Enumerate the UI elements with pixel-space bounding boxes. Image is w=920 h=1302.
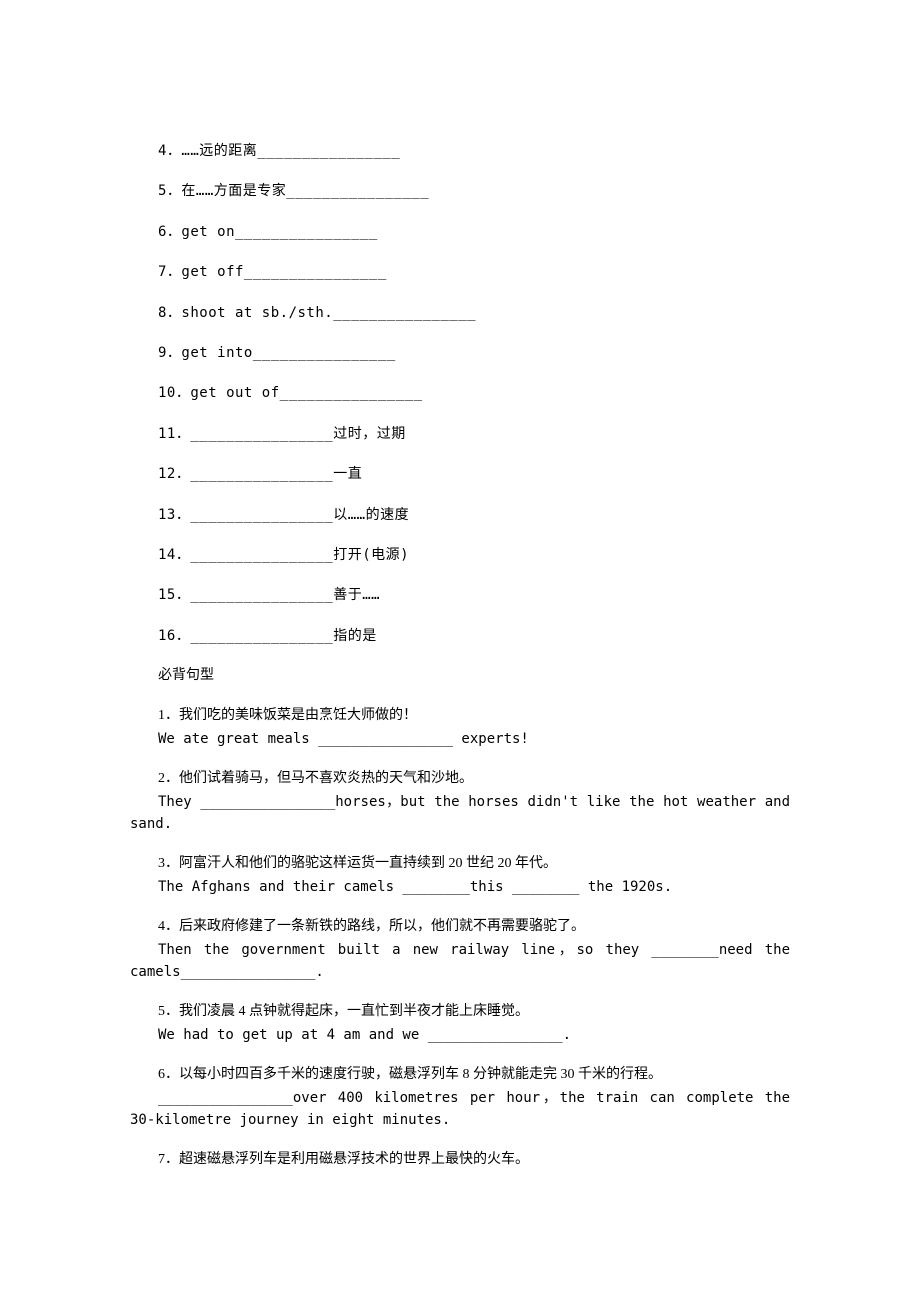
phrase-item: 16．________________指的是 — [130, 625, 790, 647]
sentence-cn: 3．阿富汗人和他们的骆驼这样运货一直持续到 20 世纪 20 年代。 — [130, 853, 790, 875]
phrase-item: 4．……远的距离________________ — [130, 140, 790, 162]
sentence-cn: 4．后来政府修建了一条新铁的路线，所以，他们就不再需要骆驼了。 — [130, 916, 790, 938]
sentence-en: Then the government built a new railway … — [130, 939, 790, 961]
sentence-en: We had to get up at 4 am and we ________… — [130, 1024, 790, 1046]
sentence-en: The Afghans and their camels ________thi… — [130, 876, 790, 898]
phrase-item: 15．________________善于…… — [130, 584, 790, 606]
phrase-item: 8．shoot at sb./sth.________________ — [130, 302, 790, 324]
sentence-block: 5．我们凌晨 4 点钟就得起床，一直忙到半夜才能上床睡觉。We had to g… — [130, 1001, 790, 1046]
phrase-item: 13．________________以……的速度 — [130, 504, 790, 526]
phrase-item: 6．get on________________ — [130, 221, 790, 243]
sentence-cn: 7．超速磁悬浮列车是利用磁悬浮技术的世界上最快的火车。 — [130, 1149, 790, 1171]
sentence-en: They ________________horses，but the hors… — [130, 791, 790, 813]
sentence-cn: 2．他们试着骑马，但马不喜欢炎热的天气和沙地。 — [130, 768, 790, 790]
phrase-item: 5．在……方面是专家________________ — [130, 180, 790, 202]
sentence-block: 3．阿富汗人和他们的骆驼这样运货一直持续到 20 世纪 20 年代。The Af… — [130, 853, 790, 898]
phrase-item: 7．get off________________ — [130, 261, 790, 283]
sentence-block: 6．以每小时四百多千米的速度行驶，磁悬浮列车 8 分钟就能走完 30 千米的行程… — [130, 1064, 790, 1131]
sentence-en: We ate great meals ________________ expe… — [130, 728, 790, 750]
sentence-block: 7．超速磁悬浮列车是利用磁悬浮技术的世界上最快的火车。 — [130, 1149, 790, 1171]
phrase-item: 12．________________一直 — [130, 463, 790, 485]
sentence-en: 30-kilometre journey in eight minutes. — [130, 1109, 790, 1131]
phrase-item: 9．get into________________ — [130, 342, 790, 364]
phrase-item: 10．get out of________________ — [130, 382, 790, 404]
sentence-en: camels________________. — [130, 961, 790, 983]
sentences-section: 1．我们吃的美味饭菜是由烹饪大师做的！We ate great meals __… — [130, 705, 790, 1171]
sentence-cn: 5．我们凌晨 4 点钟就得起床，一直忙到半夜才能上床睡觉。 — [130, 1001, 790, 1023]
sentence-cn: 1．我们吃的美味饭菜是由烹饪大师做的！ — [130, 705, 790, 727]
sentence-en: ________________over 400 kilometres per … — [130, 1087, 790, 1109]
phrase-item: 11．________________过时，过期 — [130, 423, 790, 445]
sentence-block: 2．他们试着骑马，但马不喜欢炎热的天气和沙地。They ____________… — [130, 768, 790, 835]
sentence-cn: 6．以每小时四百多千米的速度行驶，磁悬浮列车 8 分钟就能走完 30 千米的行程… — [130, 1064, 790, 1086]
phrases-section: 4．……远的距离________________ 5．在……方面是专家______… — [130, 140, 790, 647]
section-header: 必背句型 — [130, 665, 790, 687]
sentence-block: 4．后来政府修建了一条新铁的路线，所以，他们就不再需要骆驼了。Then the … — [130, 916, 790, 983]
sentence-block: 1．我们吃的美味饭菜是由烹饪大师做的！We ate great meals __… — [130, 705, 790, 750]
sentence-en: sand. — [130, 813, 790, 835]
phrase-item: 14．________________打开(电源) — [130, 544, 790, 566]
